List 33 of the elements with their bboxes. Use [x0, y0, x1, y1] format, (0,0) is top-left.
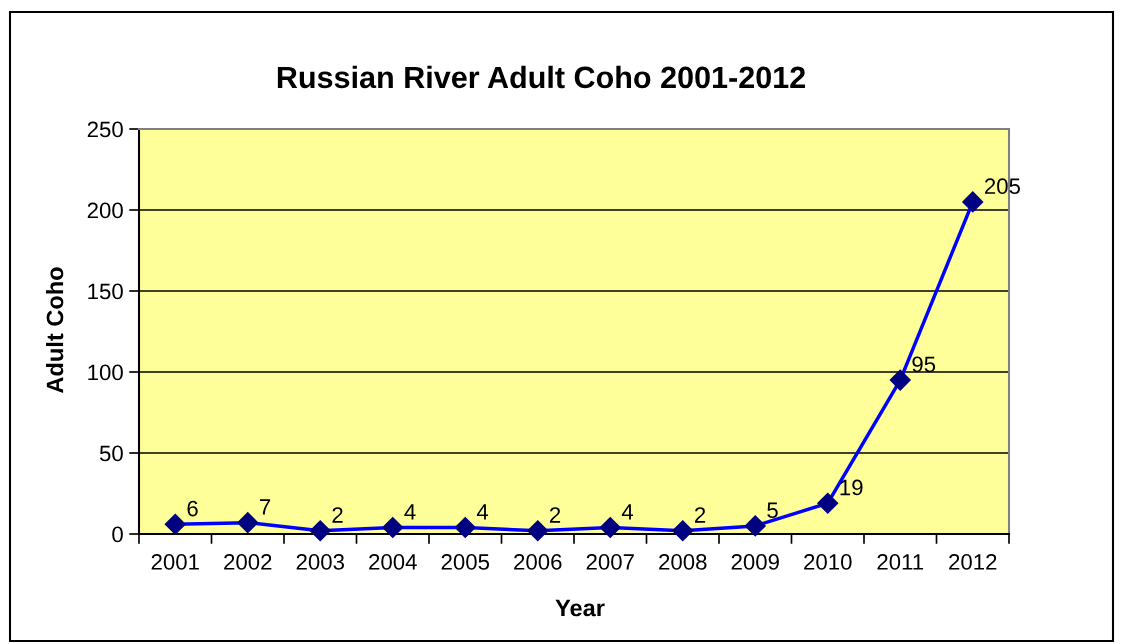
data-label: 4	[476, 504, 489, 520]
x-tick-label: 2002	[224, 554, 272, 570]
x-tick-label: 2011	[877, 554, 924, 570]
data-label: 2	[549, 507, 561, 523]
y-tick-label: 100	[88, 364, 123, 381]
data-label: 4	[404, 504, 416, 520]
y-tick-label: 250	[87, 121, 123, 138]
data-label: 2	[694, 507, 706, 523]
x-axis-title: Year	[555, 599, 605, 617]
x-tick-label: 2005	[441, 554, 490, 570]
data-label: 5	[767, 502, 778, 519]
x-tick-label: 2010	[804, 554, 852, 570]
data-label: 4	[621, 504, 634, 520]
data-label: 19	[840, 479, 863, 496]
data-label: 95	[912, 356, 936, 373]
data-label: 6	[187, 500, 198, 517]
x-tick-label: 2003	[296, 554, 344, 570]
data-label: 205	[984, 178, 1021, 195]
x-tick-label: 2009	[731, 554, 779, 570]
y-axis-title: Adult Coho	[46, 267, 64, 394]
chart-title: Russian River Adult Coho 2001-2012	[277, 65, 805, 89]
y-tick-label: 0	[112, 526, 123, 543]
data-label: 7	[260, 499, 271, 515]
x-tick-label: 2008	[659, 554, 707, 570]
y-tick-label: 50	[99, 445, 123, 462]
y-tick-label: 150	[88, 283, 123, 300]
y-tick-label: 200	[87, 202, 123, 219]
x-tick-label: 2006	[514, 554, 562, 570]
x-tick-label: 2012	[949, 554, 997, 570]
data-label: 2	[332, 507, 343, 523]
x-tick-label: 2004	[369, 554, 417, 570]
x-tick-label: 2001	[151, 554, 199, 570]
x-tick-label: 2007	[586, 554, 634, 570]
